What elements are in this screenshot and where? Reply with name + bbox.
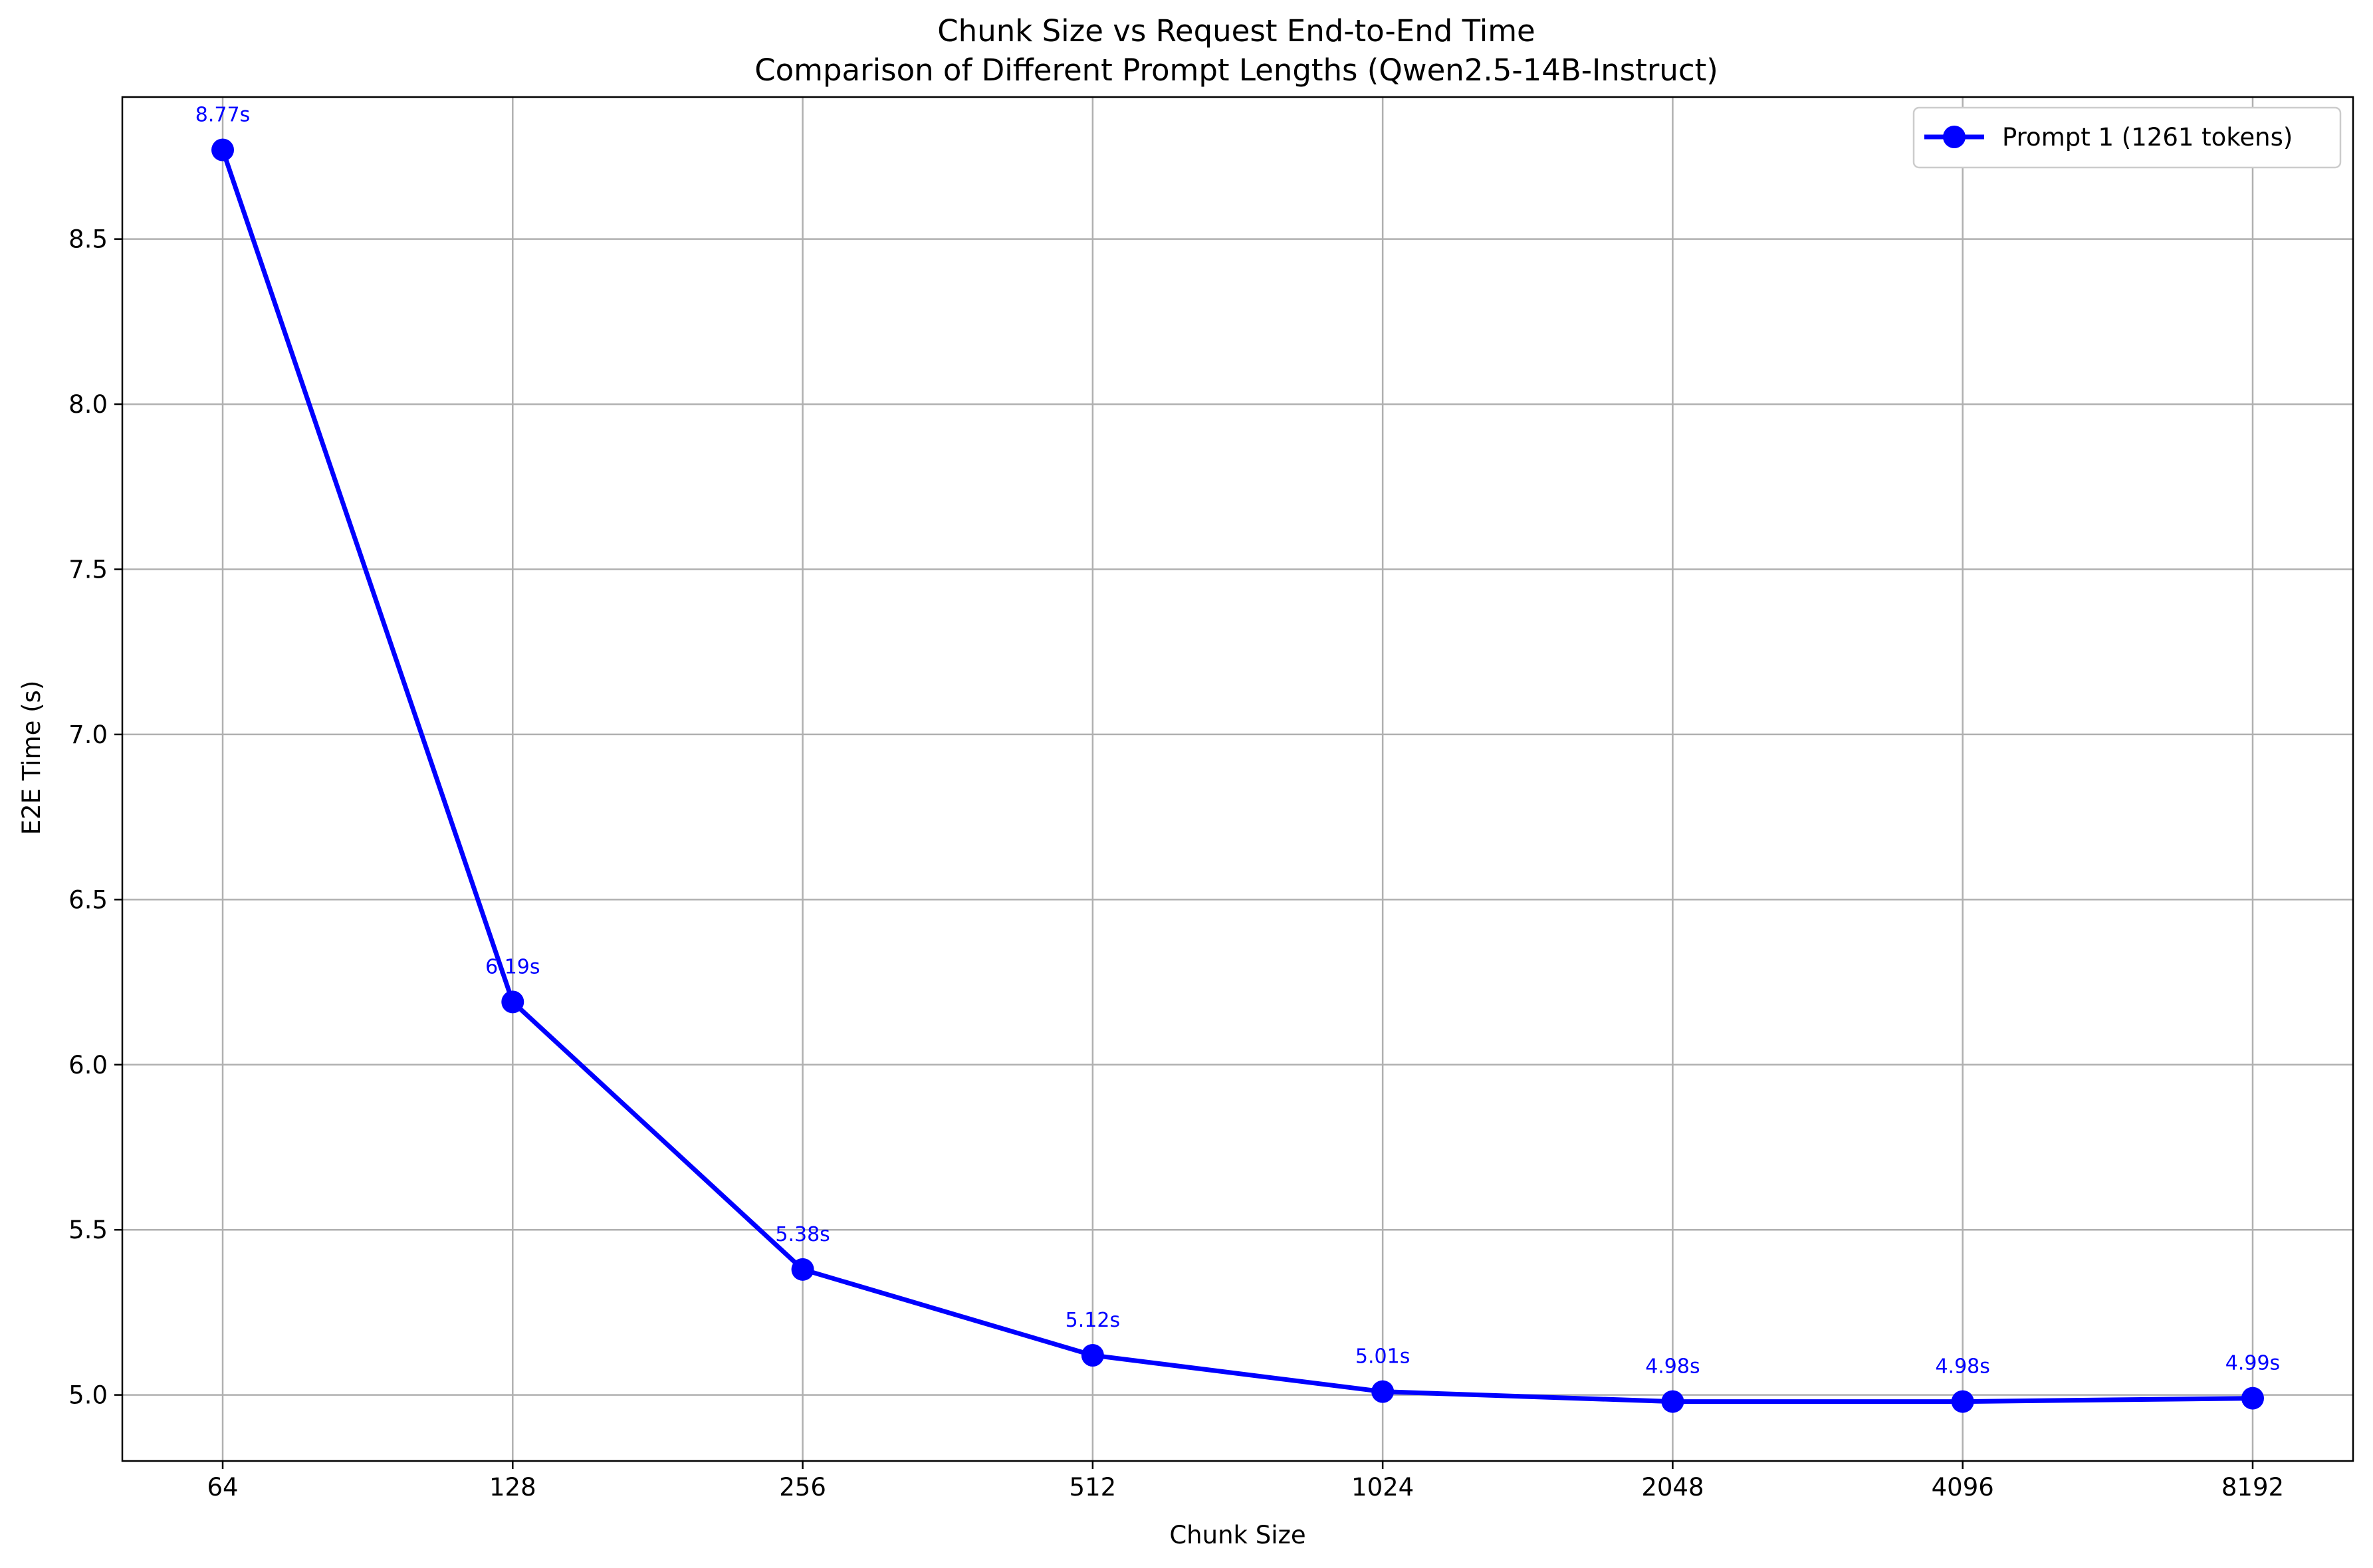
data-point — [1661, 1390, 1684, 1413]
x-tick-label: 512 — [1070, 1473, 1117, 1502]
x-tick-label: 1024 — [1351, 1473, 1414, 1502]
y-tick-label: 8.0 — [68, 390, 108, 419]
data-label: 5.01s — [1355, 1345, 1410, 1369]
data-point — [1081, 1344, 1104, 1367]
y-axis-label: E2E Time (s) — [17, 681, 46, 836]
y-axis-ticks: 5.0 5.5 6.0 6.5 7.0 7.5 8.0 8.5 — [68, 225, 122, 1410]
x-tick-label: 256 — [779, 1473, 826, 1502]
y-tick-label: 5.0 — [68, 1381, 108, 1410]
data-label: 8.77s — [195, 103, 250, 126]
x-tick-label: 8192 — [2221, 1473, 2284, 1502]
x-axis-label: Chunk Size — [1169, 1521, 1305, 1549]
legend: Prompt 1 (1261 tokens) — [1912, 106, 2342, 169]
y-tick-label: 5.5 — [68, 1216, 108, 1244]
data-point — [791, 1258, 814, 1281]
data-label: 4.98s — [1645, 1355, 1700, 1379]
x-axis-ticks: 64 128 256 512 1024 2048 4096 8192 — [207, 1461, 2284, 1502]
legend-label: Prompt 1 (1261 tokens) — [2002, 123, 2293, 152]
data-point — [211, 138, 235, 162]
y-tick-label: 8.5 — [68, 225, 108, 254]
series-line — [220, 149, 2253, 1404]
legend-box — [1912, 106, 2342, 169]
chart-title: Chunk Size vs Request End-to-End Time — [937, 13, 1535, 49]
data-point — [501, 990, 524, 1014]
data-point — [1371, 1380, 1395, 1403]
data-label: 6.19s — [485, 955, 540, 978]
data-label: 4.98s — [1935, 1355, 1989, 1379]
y-tick-label: 6.5 — [68, 885, 108, 914]
y-tick-label: 7.0 — [68, 721, 108, 749]
grid-lines — [122, 97, 2353, 1461]
y-tick-label: 7.5 — [68, 555, 108, 584]
x-tick-label: 128 — [489, 1473, 536, 1502]
data-label: 5.38s — [775, 1223, 830, 1246]
x-tick-label: 64 — [207, 1473, 238, 1502]
x-tick-label: 2048 — [1641, 1473, 1704, 1502]
data-label: 4.99s — [2225, 1352, 2280, 1375]
x-tick-label: 4096 — [1932, 1473, 1994, 1502]
legend-marker-swatch — [1943, 126, 1966, 148]
data-point — [2241, 1387, 2264, 1410]
chart-subtitle: Comparison of Different Prompt Lengths (… — [754, 53, 1718, 88]
y-tick-label: 6.0 — [68, 1051, 108, 1079]
series-layer: 8.77s 6.19s 5.38s 5.12s 5.01s 4.98s 4.98s 4.99s — [195, 103, 2280, 1413]
data-label: 5.12s — [1066, 1309, 1120, 1332]
data-point — [1951, 1390, 1974, 1413]
plot-frame — [121, 96, 2354, 1462]
